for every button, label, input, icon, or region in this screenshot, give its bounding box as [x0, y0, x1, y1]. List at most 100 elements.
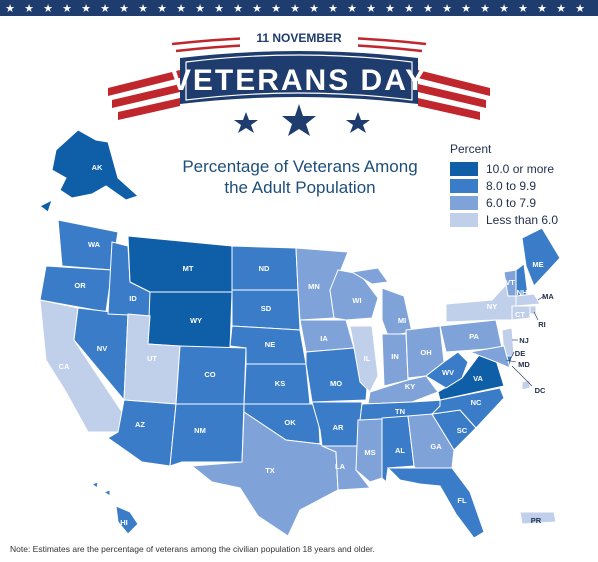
- legend-swatch: [450, 195, 478, 210]
- state-tx: [190, 411, 339, 537]
- leader-line-de: [509, 351, 515, 361]
- legend-swatch: [450, 212, 478, 227]
- us-state-map: AK HI WA OR CA NV ID MT WY UT AZ CO NM ND SD NE KS OK TX MN…: [39, 129, 561, 539]
- banner-title: VETERANS DAY: [171, 64, 427, 97]
- star-icon: ★: [81, 3, 91, 15]
- state-label-sc: SC: [457, 426, 468, 435]
- state-label-al: AL: [395, 446, 405, 455]
- star-icon: ★: [138, 3, 148, 15]
- state-hi: [90, 481, 139, 535]
- star-icon: ★: [62, 3, 72, 15]
- banner-date: 11 NOVEMBER: [256, 31, 342, 45]
- star-icon: ★: [385, 3, 395, 15]
- state-label-mo: MO: [330, 379, 342, 388]
- state-label-id: ID: [129, 294, 137, 303]
- legend-item: 10.0 or more: [450, 160, 590, 177]
- legend-swatch: [450, 161, 478, 176]
- state-label-ga: GA: [430, 442, 442, 451]
- star-icon: ★: [442, 3, 452, 15]
- state-label-in: IN: [391, 352, 399, 361]
- legend-label: 10.0 or more: [486, 161, 555, 176]
- state-label-ky: KY: [405, 382, 415, 391]
- state-label-de: DE: [515, 349, 525, 358]
- star-icon: [346, 112, 370, 133]
- star-icon: ★: [461, 3, 471, 15]
- star-icon: ★: [480, 3, 490, 15]
- state-label-tx: TX: [265, 466, 275, 475]
- state-label-tn: TN: [395, 407, 405, 416]
- state-nm: [169, 403, 245, 467]
- star-icon: ★: [537, 3, 547, 15]
- state-label-pr: PR: [531, 516, 542, 525]
- star-icon: ★: [214, 3, 224, 15]
- star-icon: ★: [290, 3, 300, 15]
- state-label-ny: NY: [487, 302, 497, 311]
- state-label-ms: MS: [364, 448, 375, 457]
- legend-label: 6.0 to 7.9: [486, 195, 537, 210]
- star-icon: ★: [575, 3, 585, 15]
- state-label-me: ME: [532, 260, 543, 269]
- state-label-wv: WV: [442, 368, 454, 377]
- map-title-line-1: Percentage of Veterans Among: [182, 157, 418, 176]
- star-icon: ★: [556, 3, 566, 15]
- state-label-co: CO: [204, 370, 215, 379]
- state-label-vt: VT: [505, 278, 515, 287]
- legend-item: 6.0 to 7.9: [450, 194, 590, 211]
- star-icon: ★: [5, 3, 15, 15]
- legend-item: Less than 6.0: [450, 211, 590, 228]
- state-label-ne: NE: [265, 340, 275, 349]
- star-icon: ★: [499, 3, 509, 15]
- state-label-ok: OK: [284, 418, 296, 427]
- state-label-fl: FL: [457, 496, 467, 505]
- state-label-wy: WY: [190, 316, 202, 325]
- state-label-il: IL: [364, 354, 371, 363]
- state-label-nc: NC: [471, 398, 482, 407]
- state-ak: [39, 129, 139, 213]
- star-icon: ★: [195, 3, 205, 15]
- state-label-mi: MI: [398, 316, 406, 325]
- star-icon: ★: [328, 3, 338, 15]
- veterans-day-banner: 11 NOVEMBER VETERANS DAY: [108, 27, 490, 136]
- state-label-pa: PA: [469, 332, 479, 341]
- state-label-az: AZ: [135, 420, 145, 429]
- star-icon: ★: [271, 3, 281, 15]
- star-icon: ★: [233, 3, 243, 15]
- state-label-nd: ND: [259, 264, 270, 273]
- state-label-or: OR: [74, 281, 86, 290]
- state-label-ri: RI: [538, 320, 546, 329]
- state-ma: [515, 293, 541, 307]
- state-dc: [521, 379, 531, 391]
- state-label-dc: DC: [535, 386, 546, 395]
- legend-swatch: [450, 178, 478, 193]
- legend-item: 8.0 to 9.9: [450, 177, 590, 194]
- star-icon: ★: [43, 3, 53, 15]
- legend-title: Percent: [450, 142, 492, 156]
- state-label-md: MD: [518, 360, 530, 369]
- state-label-ia: IA: [320, 334, 328, 343]
- state-label-mn: MN: [308, 282, 320, 291]
- star-icon: ★: [309, 3, 319, 15]
- state-label-ak: AK: [92, 163, 103, 172]
- state-fl: [386, 467, 485, 539]
- star-icon: ★: [252, 3, 262, 15]
- star-icon: ★: [100, 3, 110, 15]
- state-label-sd: SD: [261, 304, 272, 313]
- state-label-oh: OH: [420, 348, 431, 357]
- legend-label: 8.0 to 9.9: [486, 178, 537, 193]
- state-label-ar: AR: [333, 423, 344, 432]
- state-pr: [519, 511, 557, 525]
- map-title: Percentage of Veterans Among the Adult P…: [150, 156, 450, 198]
- star-icon: ★: [366, 3, 376, 15]
- star-icon: ★: [157, 3, 167, 15]
- state-label-mt: MT: [183, 264, 194, 273]
- state-label-hi: HI: [120, 518, 128, 527]
- leader-line-ri: [533, 311, 539, 321]
- star-icon: [282, 104, 316, 136]
- state-wv: [425, 351, 469, 389]
- state-label-nv: NV: [97, 344, 107, 353]
- leader-line-dc: [511, 365, 533, 387]
- star-icon: ★: [518, 3, 528, 15]
- star-icon: ★: [176, 3, 186, 15]
- legend: Percent 10.0 or more 8.0 to 9.9 6.0 to 7…: [450, 142, 590, 228]
